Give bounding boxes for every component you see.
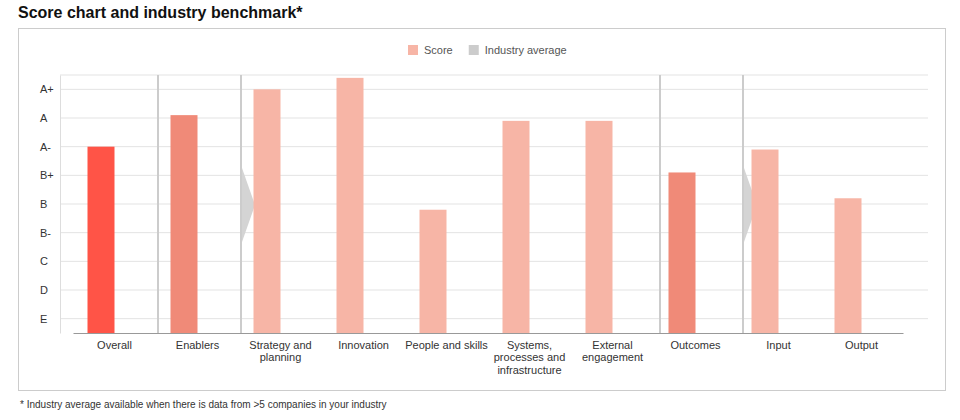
x-tick: Externalengagement bbox=[582, 333, 643, 363]
y-axis: E D C B- B B+ A- A A+ bbox=[40, 76, 61, 334]
x-tick: Overall bbox=[97, 333, 132, 351]
separator bbox=[742, 75, 744, 333]
footnote: * Industry average available when there … bbox=[20, 399, 387, 410]
y-tick-label: B bbox=[40, 198, 47, 210]
x-tick: Strategy andplanning bbox=[249, 333, 311, 363]
bar bbox=[835, 198, 862, 333]
bar bbox=[337, 78, 364, 333]
legend-swatch bbox=[469, 45, 479, 55]
legend-label: Industry average bbox=[485, 44, 567, 56]
y-tick: A+ bbox=[40, 83, 60, 95]
bar bbox=[586, 121, 613, 333]
y-tick-label: B+ bbox=[40, 169, 54, 181]
bar bbox=[171, 115, 198, 333]
y-tick: B+ bbox=[40, 169, 60, 181]
y-tick-label: B- bbox=[40, 227, 51, 239]
y-tick: D bbox=[40, 284, 60, 296]
bars bbox=[88, 78, 862, 333]
title: Score chart and industry benchmark* bbox=[18, 4, 303, 21]
x-tick-label: People and skills bbox=[405, 339, 488, 351]
y-tick-label: E bbox=[40, 313, 47, 325]
legend-label: Score bbox=[424, 44, 453, 56]
legend-swatch bbox=[408, 45, 418, 55]
x-tick-label: Innovation bbox=[338, 339, 389, 351]
x-tick: Input bbox=[766, 333, 790, 351]
separator bbox=[240, 75, 242, 333]
x-tick-label: Output bbox=[845, 339, 878, 351]
bar bbox=[669, 172, 696, 333]
y-tick: A bbox=[40, 112, 60, 124]
separators bbox=[158, 75, 757, 333]
chart: Score chart and industry benchmark* E D C B-… bbox=[0, 0, 960, 420]
x-axis-line bbox=[74, 333, 904, 334]
y-axis-line bbox=[60, 76, 61, 334]
x-tick: Outcomes bbox=[670, 333, 721, 351]
y-tick-label: D bbox=[40, 284, 48, 296]
x-tick-label: Input bbox=[766, 339, 790, 351]
x-tick-label: Strategy andplanning bbox=[249, 339, 311, 364]
x-tick-label: Overall bbox=[97, 339, 132, 351]
y-tick-label: A bbox=[40, 112, 48, 124]
y-tick: C bbox=[40, 255, 60, 267]
y-tick: B- bbox=[40, 227, 60, 239]
x-tick: People and skills bbox=[405, 333, 488, 351]
legend-item: Industry average bbox=[469, 44, 567, 56]
y-tick-label: A+ bbox=[40, 83, 54, 95]
x-tick: Enablers bbox=[176, 333, 220, 351]
y-tick-label: A- bbox=[40, 141, 51, 153]
x-tick-label: Outcomes bbox=[670, 339, 721, 351]
x-tick-label: Enablers bbox=[176, 339, 220, 351]
y-tick-label: C bbox=[40, 255, 48, 267]
bar bbox=[503, 121, 530, 333]
x-tick-label: Systems,processes andinfrastructure bbox=[494, 339, 566, 376]
y-tick: A- bbox=[40, 141, 60, 153]
y-tick: B bbox=[40, 198, 60, 210]
x-tick: Output bbox=[845, 333, 878, 351]
plot-top-line bbox=[60, 75, 928, 76]
bar bbox=[752, 150, 779, 333]
chevron bbox=[242, 168, 255, 242]
x-tick: Innovation bbox=[338, 333, 389, 351]
separator bbox=[157, 75, 159, 333]
bar bbox=[88, 147, 115, 333]
x-axis: Overall Enablers Strategy andplanning Innov… bbox=[74, 333, 904, 376]
grid-line bbox=[60, 89, 928, 90]
x-tick-label: Externalengagement bbox=[582, 339, 643, 364]
legend-item: Score bbox=[408, 44, 453, 56]
y-tick: E bbox=[40, 313, 60, 325]
bar bbox=[254, 89, 281, 333]
separator bbox=[659, 75, 661, 333]
x-tick: Systems,processes andinfrastructure bbox=[494, 333, 566, 376]
bar bbox=[420, 210, 447, 333]
frame bbox=[19, 29, 946, 391]
legend: Score Industry average bbox=[408, 44, 567, 56]
